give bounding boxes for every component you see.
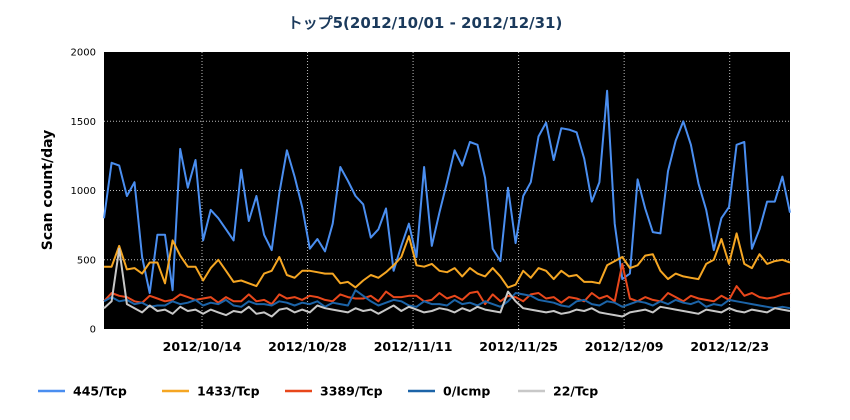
series-line-1433-tcp [104, 232, 791, 289]
series-line-445-tcp [103, 89, 791, 294]
x-tick-label: 2012/11/11 [374, 339, 453, 354]
y-axis: 0 500 1000 1500 2000 [71, 48, 96, 336]
x-tick-label: 2012/11/25 [479, 339, 558, 354]
series-line-0-icmp [103, 289, 791, 310]
legend-label: 0/Icmp [443, 384, 490, 399]
series-lines [103, 89, 791, 318]
x-axis: 2012/10/14 2012/10/28 2012/11/11 2012/11/25… [163, 339, 769, 354]
y-tick-label: 1500 [71, 117, 96, 128]
legend: 445/Tcp 1433/Tcp 3389/Tcp 0/Icmp 22/Tcp [38, 384, 598, 399]
y-axis-label: Scan count/day [40, 130, 56, 251]
legend-label: 22/Tcp [553, 384, 598, 399]
series-line-22-tcp [103, 247, 791, 318]
y-tick-label: 500 [77, 255, 96, 266]
y-tick-label: 2000 [71, 48, 96, 59]
x-tick-label: 2012/10/28 [268, 339, 347, 354]
chart-title: トップ5(2012/10/01 - 2012/12/31) [288, 14, 563, 32]
y-tick-label: 0 [90, 325, 96, 336]
x-tick-label: 2012/12/09 [585, 339, 664, 354]
x-tick-label: 2012/12/23 [690, 339, 769, 354]
y-tick-label: 1000 [71, 186, 96, 197]
legend-label: 1433/Tcp [197, 384, 260, 399]
x-tick-label: 2012/10/14 [163, 339, 242, 354]
series-line-3389-tcp [103, 262, 791, 306]
legend-label: 3389/Tcp [320, 384, 383, 399]
legend-label: 445/Tcp [73, 384, 127, 399]
